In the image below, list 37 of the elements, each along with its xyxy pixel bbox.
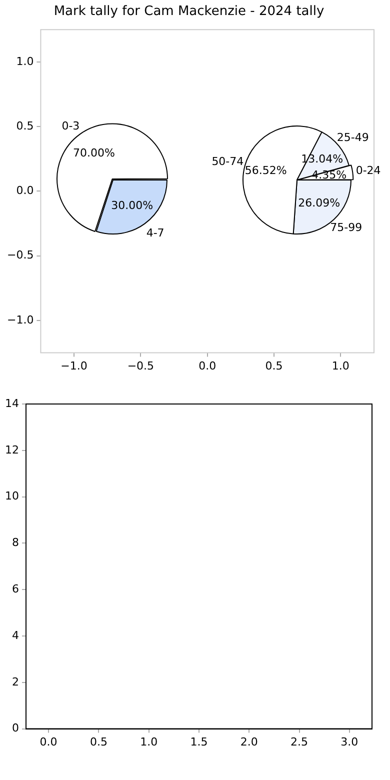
data-label: 4.35% bbox=[312, 168, 347, 182]
slice-label: 25-49 bbox=[336, 131, 369, 144]
x-tick-label: 2.0 bbox=[240, 735, 258, 748]
slice-label: 4-7 bbox=[146, 226, 164, 240]
y-tick-label: 4 bbox=[12, 628, 19, 642]
y-tick-label: 8 bbox=[12, 536, 19, 550]
slice-label: 50-74 bbox=[212, 155, 244, 168]
x-tick-label: 2.5 bbox=[290, 735, 308, 748]
y-tick-label: 2 bbox=[12, 675, 19, 688]
y-tick-label: 0.0 bbox=[16, 184, 34, 198]
y-tick-label: −1.0 bbox=[6, 313, 34, 326]
x-tick-label: 1.0 bbox=[332, 359, 350, 372]
y-tick-label: 0.5 bbox=[16, 119, 34, 132]
data-label: 30.00% bbox=[111, 199, 154, 212]
x-tick-label: −1.0 bbox=[60, 359, 88, 372]
chart-title: Mark tally for Cam Mackenzie - 2024 tally bbox=[54, 4, 324, 20]
data-label: 56.52% bbox=[244, 164, 287, 178]
x-tick-label: 0.5 bbox=[265, 359, 283, 372]
slice-label: 75-99 bbox=[330, 221, 362, 234]
slice-label: 0-3 bbox=[62, 119, 80, 132]
data-label: 26.09% bbox=[298, 196, 340, 210]
y-tick-label: 0 bbox=[12, 722, 19, 735]
y-tick-label: 14 bbox=[4, 396, 19, 410]
slice-label: 0-24 bbox=[356, 164, 381, 177]
y-tick-label: −0.5 bbox=[6, 248, 34, 262]
x-tick-label: 0.5 bbox=[90, 735, 108, 748]
y-tick-label: 6 bbox=[12, 582, 19, 596]
x-tick-label: −0.5 bbox=[127, 359, 154, 372]
x-tick-label: 3.0 bbox=[340, 735, 358, 748]
x-tick-label: 0.0 bbox=[40, 735, 58, 748]
y-tick-label: 12 bbox=[4, 443, 19, 456]
data-label: 70.00% bbox=[72, 146, 115, 160]
y-tick-label: 1.0 bbox=[16, 54, 34, 68]
x-tick-label: 1.5 bbox=[190, 735, 208, 748]
y-tick-label: 10 bbox=[4, 490, 19, 503]
x-tick-label: 0.0 bbox=[198, 359, 216, 372]
x-tick-label: 1.0 bbox=[140, 735, 158, 748]
